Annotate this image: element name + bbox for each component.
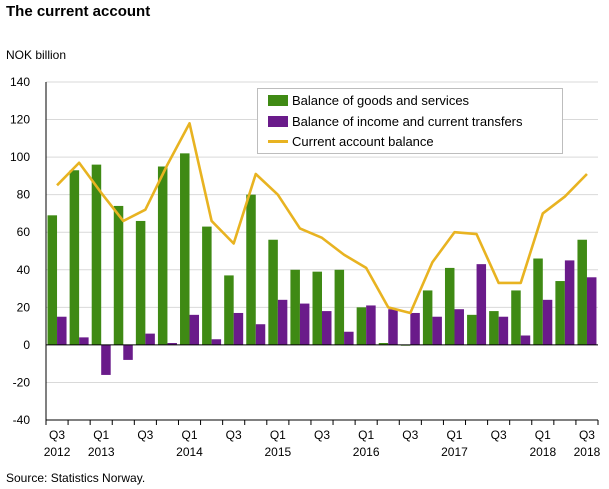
x-tick-label: Q3 [402,428,418,442]
x-tick-label: Q1 [446,428,462,442]
bar-income [476,264,487,345]
bar-income [255,324,266,345]
bar-goods [555,281,565,345]
x-tick-label-year: 2013 [88,445,115,459]
bar-income [322,311,332,345]
bar-goods [69,170,80,345]
bar-income [167,343,177,345]
bar-goods [180,153,190,345]
bar-income [542,299,553,345]
bar-income [564,260,575,345]
bar-goods [356,307,367,345]
x-tick-label: Q3 [579,428,595,442]
legend-label-income: Balance of income and current transfers [292,113,523,129]
bar-income [410,312,420,345]
x-tick-label-year: 2018 [574,445,601,459]
bar-income [344,331,354,345]
legend-item-income: Balance of income and current transfers [268,112,523,130]
legend-swatch-goods [268,94,288,106]
bar-income [388,309,398,345]
bar-series [47,153,597,375]
bar-income [101,344,111,375]
x-tick-label: Q1 [535,428,551,442]
bar-goods [157,166,168,345]
bar-goods [202,226,212,345]
y-tick-label: 120 [10,113,30,127]
bar-income [277,299,288,345]
x-tick-label-year: 2014 [176,445,203,459]
x-tick-label: Q3 [226,428,242,442]
bar-income [454,309,464,345]
line-series [56,122,588,315]
bar-goods [268,239,278,345]
y-tick-label: -40 [13,413,31,427]
bar-goods [135,220,146,345]
legend-label-goods: Balance of goods and services [292,92,470,108]
y-tick-label: 80 [17,188,31,202]
x-tick-label: Q1 [358,428,374,442]
bar-goods [91,164,102,345]
y-tick-label: 100 [10,150,30,164]
bar-income [498,316,509,345]
y-axis-label: NOK billion [6,48,66,62]
y-tick-label: -20 [13,375,31,389]
chart-title: The current account [6,3,151,20]
bar-goods [378,343,389,345]
bar-income [189,314,200,345]
bar-goods [444,267,455,345]
x-tick-label: Q1 [182,428,198,442]
x-tick-label: Q3 [314,428,330,442]
source-note: Source: Statistics Norway. [6,471,146,485]
bar-income [211,339,222,345]
x-tick-label: Q3 [49,428,65,442]
y-tick-label: 140 [10,75,30,89]
bar-goods [467,314,477,345]
bar-income [79,337,89,345]
bar-income [366,305,376,345]
bar-goods [113,205,124,345]
bar-income [520,335,531,345]
bar-income [233,312,244,345]
bar-goods [511,290,521,345]
bar-goods [224,275,234,345]
x-tick-label-year: 2018 [529,445,556,459]
bar-income [299,303,310,345]
bar-goods [577,239,587,345]
legend-swatch-current-account [268,139,288,143]
x-tick-label: Q3 [137,428,153,442]
legend: Balance of goods and services Balance of… [257,88,563,154]
bar-income [145,333,155,345]
bar-income [432,316,442,345]
x-tick-label: Q1 [93,428,109,442]
bar-goods [422,290,433,345]
y-tick-label: 60 [17,225,31,239]
bar-goods [334,269,345,345]
y-tick-label: 20 [17,300,31,314]
x-tick-label-year: 2017 [441,445,468,459]
legend-label-current-account: Current account balance [292,133,434,149]
bar-goods [290,269,300,345]
bar-goods [489,311,499,345]
x-tick-label: Q3 [491,428,507,442]
x-tick-label-year: 2016 [353,445,380,459]
y-tick-label: 0 [23,338,30,352]
bar-income [586,277,597,345]
x-tick-label-year: 2012 [44,445,71,459]
bar-income [57,316,67,345]
bar-income [123,344,133,360]
legend-item-current-account: Current account balance [268,132,434,150]
y-tick-label: 40 [17,263,31,277]
axes: -40 -20 0 20 40 60 80 100 120 140 Q3 2012 Q1 2013 Q3 Q1… [10,75,601,459]
x-tick-label-year: 2015 [264,445,291,459]
legend-item-goods: Balance of goods and services [268,91,469,109]
x-tick-label: Q1 [270,428,286,442]
bar-goods [312,271,322,345]
bar-goods [47,215,58,345]
current-account-line [56,122,588,315]
legend-swatch-income [268,115,288,127]
bar-goods [533,258,543,345]
bar-goods [246,194,256,345]
